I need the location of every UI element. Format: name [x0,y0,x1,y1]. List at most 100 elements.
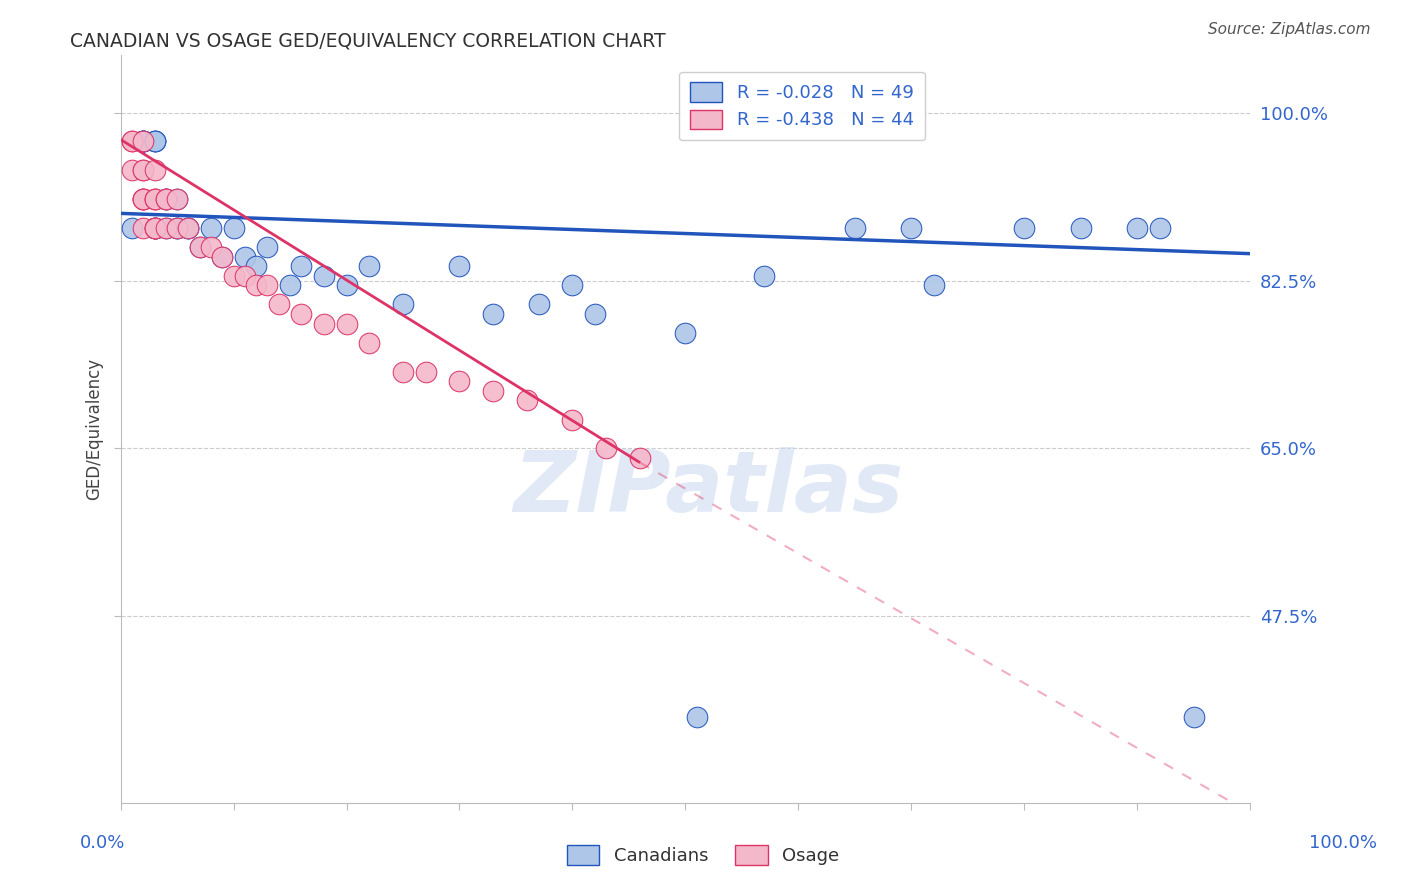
Point [449,259,471,273]
Point [685,710,707,724]
Point [561,412,583,426]
Point [121,135,143,149]
Point [132,135,155,149]
Point [132,220,155,235]
Point [143,163,166,178]
Point [256,278,278,293]
Point [143,135,166,149]
Point [132,163,155,178]
Point [188,240,211,254]
Point [155,220,177,235]
Point [132,135,155,149]
Point [754,268,776,283]
Point [143,220,166,235]
Point [166,192,188,206]
Point [628,450,651,465]
Point [449,374,471,388]
Point [143,135,166,149]
Point [143,192,166,206]
Point [177,220,200,235]
Point [222,268,245,283]
Point [166,220,188,235]
Point [290,307,312,321]
Point [155,192,177,206]
Point [583,307,606,321]
Point [1149,220,1171,235]
Point [177,220,200,235]
Point [166,220,188,235]
Point [222,220,245,235]
Point [256,240,278,254]
Point [392,297,415,311]
Point [415,365,437,379]
Point [177,220,200,235]
Point [595,442,617,456]
Point [155,192,177,206]
Point [267,297,290,311]
Point [335,317,357,331]
Point [312,317,335,331]
Point [143,220,166,235]
Text: 100.0%: 100.0% [1309,834,1376,852]
Point [132,135,155,149]
Point [278,278,301,293]
Point [233,268,256,283]
Point [132,192,155,206]
Point [143,220,166,235]
Point [155,192,177,206]
Point [290,259,312,273]
Point [121,220,143,235]
Point [359,335,381,350]
Point [155,192,177,206]
Point [211,250,233,264]
Point [143,220,166,235]
Point [482,307,505,321]
Point [166,220,188,235]
Point [200,240,222,254]
Point [132,192,155,206]
Point [900,220,922,235]
Point [200,220,222,235]
Point [211,250,233,264]
Point [121,135,143,149]
Point [188,240,211,254]
Point [143,192,166,206]
Point [844,220,866,235]
Point [335,278,357,293]
Point [132,192,155,206]
Legend: Canadians, Osage: Canadians, Osage [560,838,846,872]
Point [516,393,538,408]
Point [359,259,381,273]
Point [1126,220,1149,235]
Text: 0.0%: 0.0% [80,834,125,852]
Point [143,135,166,149]
Point [312,268,335,283]
Point [922,278,945,293]
Point [1070,220,1092,235]
Point [245,278,267,293]
Legend: R = -0.028   N = 49, R = -0.438   N = 44: R = -0.028 N = 49, R = -0.438 N = 44 [679,71,925,140]
Point [132,192,155,206]
Y-axis label: GED/Equivalency: GED/Equivalency [86,358,103,500]
Point [155,220,177,235]
Point [1012,220,1035,235]
Point [143,220,166,235]
Point [392,365,415,379]
Point [132,135,155,149]
Text: CANADIAN VS OSAGE GED/EQUIVALENCY CORRELATION CHART: CANADIAN VS OSAGE GED/EQUIVALENCY CORREL… [70,31,666,50]
Point [166,192,188,206]
Point [527,297,550,311]
Point [132,163,155,178]
Point [121,163,143,178]
Point [233,250,256,264]
Text: ZIPatlas: ZIPatlas [513,448,903,531]
Point [132,135,155,149]
Point [1182,710,1205,724]
Point [482,384,505,398]
Point [143,220,166,235]
Text: Source: ZipAtlas.com: Source: ZipAtlas.com [1208,22,1371,37]
Point [245,259,267,273]
Point [143,192,166,206]
Point [561,278,583,293]
Point [132,135,155,149]
